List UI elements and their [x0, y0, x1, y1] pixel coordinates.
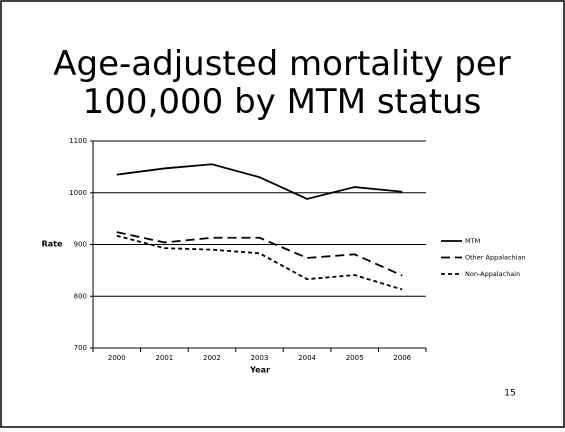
line-series: [116, 231, 403, 277]
x-axis-label: Year: [249, 366, 270, 375]
x-tick-label: 2003: [251, 354, 269, 362]
legend-label: Other Appalachian: [465, 254, 526, 262]
y-tick-label: 800: [74, 292, 87, 300]
y-tick-label: 1000: [69, 189, 87, 197]
x-tick-label: 2001: [155, 354, 173, 362]
y-tick-label: 900: [74, 241, 87, 249]
legend-label: Non-Appalachain: [465, 270, 520, 278]
x-tick-label: 2000: [108, 354, 126, 362]
line-series: [116, 163, 403, 200]
y-tick-label: 700: [74, 344, 87, 352]
y-tick-label: 1100: [69, 137, 87, 145]
chart-title: Age-adjusted mortality per 100,000 by MTM…: [53, 44, 511, 122]
x-tick-label: 2004: [298, 354, 316, 362]
x-tick-label: 2005: [346, 354, 364, 362]
page-number: 15: [504, 389, 515, 399]
x-tick-label: 2002: [203, 354, 221, 362]
legend-label: MTM: [465, 237, 480, 245]
x-tick-label: 2006: [393, 354, 411, 362]
y-axis-label: Rate: [42, 240, 63, 249]
line-series: [116, 234, 403, 291]
